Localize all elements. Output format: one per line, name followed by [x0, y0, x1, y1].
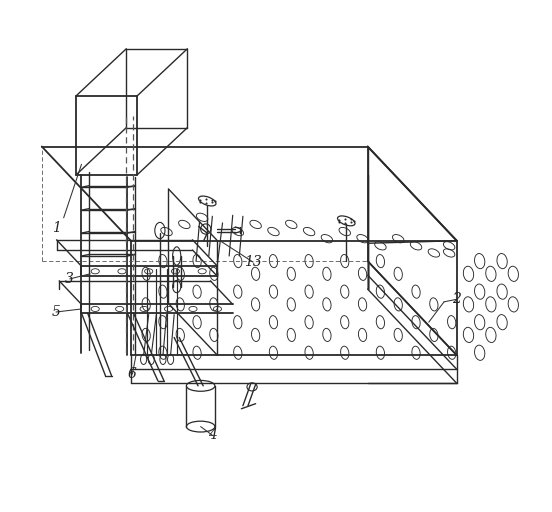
Text: 5: 5: [51, 305, 61, 319]
Text: 13: 13: [244, 255, 262, 269]
Text: 4: 4: [208, 428, 217, 442]
Text: 6: 6: [128, 367, 137, 381]
Text: 2: 2: [452, 292, 461, 306]
Text: 1: 1: [51, 221, 61, 235]
Text: 3: 3: [65, 272, 74, 286]
